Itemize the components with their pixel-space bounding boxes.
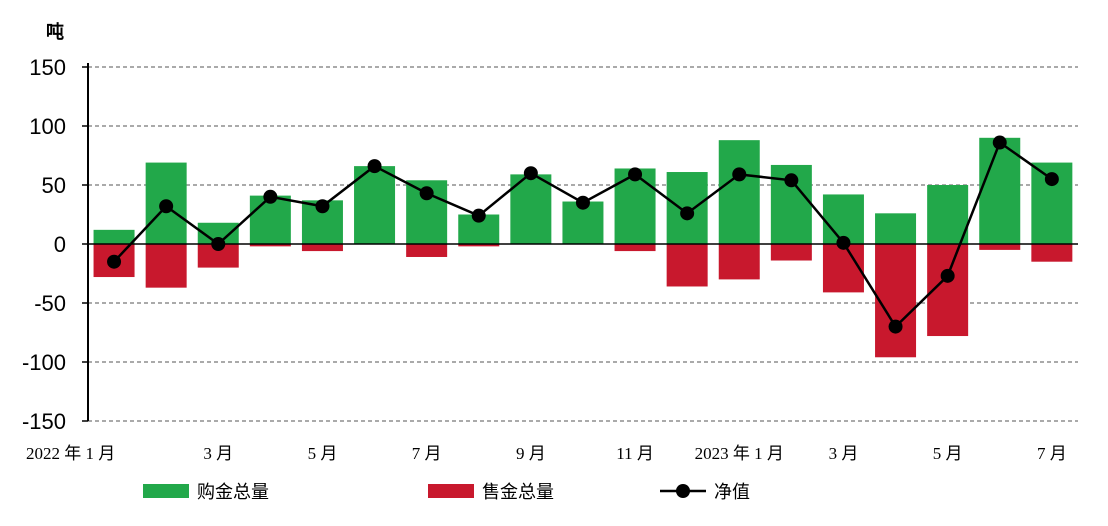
buy-bar bbox=[510, 174, 552, 244]
net-line bbox=[107, 135, 1059, 334]
sell-bar bbox=[249, 244, 291, 247]
buy-bars bbox=[93, 137, 1073, 244]
sell-bar bbox=[875, 244, 917, 358]
net-point bbox=[211, 237, 226, 251]
axes bbox=[82, 63, 1078, 422]
net-point bbox=[159, 199, 174, 214]
net-point bbox=[732, 167, 747, 182]
net-point bbox=[523, 166, 538, 181]
net-point bbox=[575, 195, 590, 210]
y-tick-label: 50 bbox=[42, 173, 66, 198]
buy-bar bbox=[93, 229, 135, 244]
buy-bar bbox=[927, 185, 969, 244]
x-tick-label: 2022 年 1 月 bbox=[26, 444, 115, 463]
net-point bbox=[940, 268, 955, 283]
x-tick-label: 5 月 bbox=[308, 444, 338, 463]
net-point bbox=[784, 173, 799, 188]
sell-bar bbox=[197, 244, 239, 268]
buy-bar bbox=[822, 194, 864, 244]
net-point bbox=[680, 206, 695, 221]
net-point bbox=[628, 167, 643, 182]
sell-bar bbox=[979, 244, 1021, 250]
x-tick-label: 7 月 bbox=[1037, 444, 1067, 463]
net-point bbox=[471, 208, 486, 223]
y-tick-label: -150 bbox=[22, 409, 66, 434]
net-point bbox=[367, 159, 382, 174]
sell-bar bbox=[458, 244, 500, 247]
sell-bar bbox=[770, 244, 812, 261]
x-tick-label: 3 月 bbox=[203, 444, 233, 463]
legend-sell-swatch bbox=[428, 484, 474, 498]
sell-bar bbox=[666, 244, 708, 287]
y-unit-label: 吨 bbox=[46, 21, 64, 43]
x-tick-labels: 2022 年 1 月 3 月 5 月 7 月 9 月 11 月 2023 年 1 月 3 月 5… bbox=[26, 444, 1067, 463]
buy-bar bbox=[197, 222, 239, 244]
legend-buy-label: 购金总量 bbox=[197, 482, 269, 503]
x-tick-label: 7 月 bbox=[412, 444, 442, 463]
net-point bbox=[263, 189, 278, 204]
legend-buy-swatch bbox=[143, 484, 189, 498]
net-point bbox=[836, 235, 851, 250]
x-tick-label: 2023 年 1 月 bbox=[695, 444, 784, 463]
x-tick-label: 11 月 bbox=[616, 444, 654, 463]
sell-bar bbox=[406, 244, 448, 257]
net-point bbox=[419, 186, 434, 201]
buy-bar bbox=[718, 140, 760, 244]
legend-sell-label: 售金总量 bbox=[482, 482, 554, 503]
sell-bar bbox=[822, 244, 864, 293]
buy-bar bbox=[354, 166, 396, 244]
y-tick-label: 100 bbox=[29, 114, 66, 139]
x-tick-label: 5 月 bbox=[933, 444, 963, 463]
y-tick-label: -100 bbox=[22, 350, 66, 375]
sell-bar bbox=[145, 244, 187, 288]
net-point bbox=[992, 135, 1007, 150]
net-point bbox=[107, 254, 122, 269]
legend-net-marker bbox=[676, 484, 690, 498]
sell-bars bbox=[93, 244, 1073, 358]
grid-lines bbox=[88, 66, 1078, 422]
sell-bar bbox=[614, 244, 656, 252]
buy-bar bbox=[875, 213, 917, 244]
net-point bbox=[1044, 172, 1059, 187]
y-tick-label: -50 bbox=[34, 291, 66, 316]
sell-bar bbox=[301, 244, 343, 252]
y-tick-labels: 150 100 50 0 -50 -100 -150 bbox=[22, 55, 66, 434]
buy-bar bbox=[979, 137, 1021, 244]
x-tick-label: 9 月 bbox=[516, 444, 546, 463]
net-point bbox=[315, 199, 330, 214]
legend-net-label: 净值 bbox=[714, 482, 750, 503]
y-tick-label: 150 bbox=[29, 55, 66, 80]
net-point bbox=[888, 319, 903, 334]
x-tick-label: 3 月 bbox=[829, 444, 859, 463]
y-tick-label: 0 bbox=[54, 232, 66, 257]
sell-bar bbox=[718, 244, 760, 280]
sell-bar bbox=[1031, 244, 1073, 262]
legend: 购金总量 售金总量 净值 bbox=[143, 482, 750, 503]
